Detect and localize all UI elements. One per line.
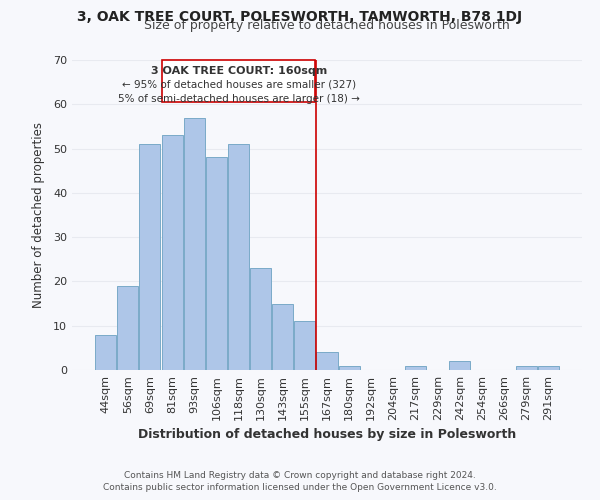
Bar xyxy=(250,268,271,370)
Y-axis label: Number of detached properties: Number of detached properties xyxy=(32,122,44,308)
Bar xyxy=(272,304,293,370)
Bar xyxy=(338,366,359,370)
Text: 5% of semi-detached houses are larger (18) →: 5% of semi-detached houses are larger (1… xyxy=(118,94,360,104)
Bar xyxy=(405,366,426,370)
Text: ← 95% of detached houses are smaller (327): ← 95% of detached houses are smaller (32… xyxy=(122,80,356,90)
Bar xyxy=(515,366,536,370)
Bar xyxy=(184,118,205,370)
Title: Size of property relative to detached houses in Polesworth: Size of property relative to detached ho… xyxy=(144,20,510,32)
Bar xyxy=(95,334,116,370)
Bar xyxy=(316,352,338,370)
X-axis label: Distribution of detached houses by size in Polesworth: Distribution of detached houses by size … xyxy=(138,428,516,442)
Bar xyxy=(538,366,559,370)
Bar xyxy=(118,286,139,370)
Bar xyxy=(161,136,182,370)
Text: 3, OAK TREE COURT, POLESWORTH, TAMWORTH, B78 1DJ: 3, OAK TREE COURT, POLESWORTH, TAMWORTH,… xyxy=(77,10,523,24)
Bar xyxy=(295,322,316,370)
Bar xyxy=(228,144,249,370)
Bar xyxy=(449,361,470,370)
Text: 3 OAK TREE COURT: 160sqm: 3 OAK TREE COURT: 160sqm xyxy=(151,66,327,76)
Text: Contains HM Land Registry data © Crown copyright and database right 2024.
Contai: Contains HM Land Registry data © Crown c… xyxy=(103,471,497,492)
Bar xyxy=(206,158,227,370)
Bar xyxy=(139,144,160,370)
FancyBboxPatch shape xyxy=(162,60,316,102)
